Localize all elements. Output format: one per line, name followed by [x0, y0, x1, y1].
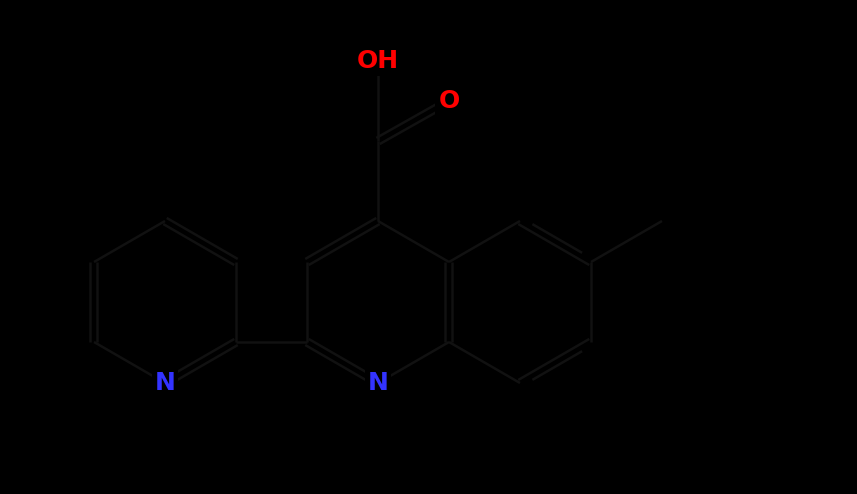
Text: N: N — [368, 371, 388, 395]
Text: O: O — [439, 89, 459, 113]
Text: OH: OH — [357, 49, 399, 73]
Text: N: N — [154, 371, 176, 395]
